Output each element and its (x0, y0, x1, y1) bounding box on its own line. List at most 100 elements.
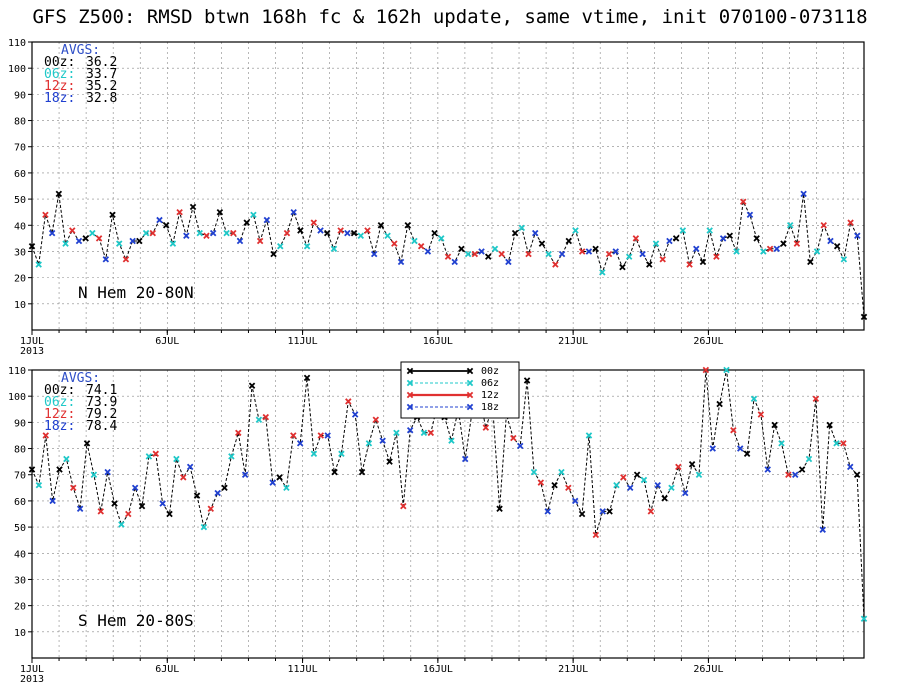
panel1-region-label: N Hem 20-80N (78, 283, 194, 302)
panel1-point-18z-b (639, 250, 646, 258)
panel2-point-12z (482, 424, 490, 431)
panel2-point-06z-b (723, 366, 730, 374)
panel1-point-18z-b (585, 248, 593, 255)
panel1-point-12z-b (283, 229, 291, 237)
panel2-legend-marker-00z (406, 367, 414, 375)
panel1-point-18z-b (397, 258, 405, 266)
panel1-point-18z (424, 248, 432, 255)
panel2-point-00z (496, 505, 503, 513)
panel1-avg-label-00z: 00z: (44, 55, 75, 70)
panel1-point-12z (766, 245, 774, 253)
panel1-point-06z-b (357, 232, 365, 239)
panel1-point-18z (666, 237, 673, 245)
panel2-legend-label-00z: 00z (481, 366, 499, 377)
panel1-point-18z (209, 229, 217, 237)
panel1-point-00z-b (780, 240, 787, 247)
panel1-point-06z (250, 211, 257, 219)
panel1-point-12z (793, 240, 801, 247)
panel2-point-18z-b (736, 445, 744, 452)
panel2-point-18z (186, 463, 194, 471)
panel2-point-12z (400, 502, 407, 510)
panel2-ytick-label: 110 (8, 366, 26, 377)
panel2-point-12z-b (675, 463, 682, 471)
panel2-point-18z (269, 479, 276, 486)
panel2-point-00z (716, 400, 723, 408)
panel2-point-00z (578, 510, 586, 518)
panel2-point-06z (778, 440, 785, 447)
panel2-legend-marker-06z-b (466, 379, 474, 387)
panel2-point-12z-b (152, 450, 160, 458)
panel1-point-06z (277, 242, 284, 250)
panel2-point-18z-b (681, 489, 689, 497)
panel1-point-00z-b (726, 232, 734, 239)
panel1-point-00z-b (699, 258, 707, 266)
panel2-point-18z (681, 489, 689, 497)
panel1-point-06z-b (142, 229, 150, 237)
panel2-point-06z (668, 484, 675, 492)
panel1-point-12z (149, 229, 157, 237)
panel2-point-00z-b (578, 510, 586, 518)
panel1-point-06z-b (196, 229, 203, 237)
panel2-avg-label-12z: 12z: (44, 407, 75, 422)
panel1-point-18z (800, 190, 807, 198)
panel1-point-18z-b (451, 258, 458, 266)
panel1-point-12z-b (525, 250, 532, 258)
panel2-point-18z (379, 437, 386, 444)
panel1-point-12z (203, 232, 210, 239)
panel2-legend-marker-18z-b (466, 403, 474, 411)
panel1-point-00z-b (189, 203, 197, 211)
panel2-point-12z (757, 411, 765, 418)
panel2-point-00z-b (606, 508, 613, 515)
panel1-point-06z-b (786, 222, 794, 229)
panel1-point-12z (605, 250, 613, 258)
panel1-point-00z (458, 245, 465, 253)
panel1-point-06z (196, 229, 203, 237)
panel1-point-06z (115, 240, 123, 247)
panel2-point-12z-b (97, 508, 104, 515)
panel1-point-12z-b (659, 256, 666, 263)
panel1-point-12z-b (417, 242, 425, 250)
panel1-point-18z (48, 229, 56, 237)
panel2-point-18z (626, 484, 634, 492)
panel2-point-06z (338, 450, 345, 458)
panel2-point-12z-b (812, 395, 820, 403)
panel2-legend-label-12z: 12z (481, 390, 499, 401)
panel1-point-12z (391, 240, 398, 247)
panel1-point-12z (230, 229, 237, 237)
panel1-point-18z-b (827, 237, 834, 245)
panel1-point-00z-b (860, 313, 868, 321)
panel1-point-06z (786, 222, 794, 229)
panel2-point-12z (317, 432, 325, 439)
panel2-point-18z (131, 484, 139, 492)
panel1-point-06z-b (599, 269, 606, 276)
panel1-point-06z-b (545, 250, 552, 258)
panel2-point-12z-b (592, 531, 600, 539)
panel1-point-12z-b (578, 248, 586, 255)
panel2-point-18z-b (159, 500, 166, 507)
panel1-year-label: 2013 (20, 346, 44, 357)
panel1-point-06z (384, 232, 391, 239)
panel2-point-00z (798, 466, 806, 473)
panel1-point-12z-b (149, 229, 157, 237)
panel2-point-12z (620, 474, 627, 481)
panel1-point-18z (317, 227, 324, 234)
panel2-point-18z (76, 505, 84, 513)
panel1-point-06z (813, 248, 821, 255)
panel2-point-06z-b (448, 437, 455, 444)
panel1-point-06z-b (250, 211, 257, 219)
panel1-point-18z (344, 229, 351, 237)
panel1-ytick-label: 60 (14, 169, 26, 180)
panel1-point-00z (216, 208, 224, 216)
panel2-point-06z-b (365, 440, 373, 447)
panel1-point-18z-b (317, 227, 324, 234)
panel2-point-06z-b (173, 455, 180, 463)
panel2-point-12z-b (372, 416, 380, 423)
panel2-point-18z-b (241, 471, 249, 478)
panel1-point-12z (122, 256, 130, 263)
panel1-point-18z-b (693, 245, 700, 253)
panel2-point-12z (730, 426, 737, 434)
panel2-point-06z-b (228, 453, 235, 460)
panel2-ytick-label: 90 (14, 418, 26, 429)
panel2-point-00z (193, 492, 201, 499)
